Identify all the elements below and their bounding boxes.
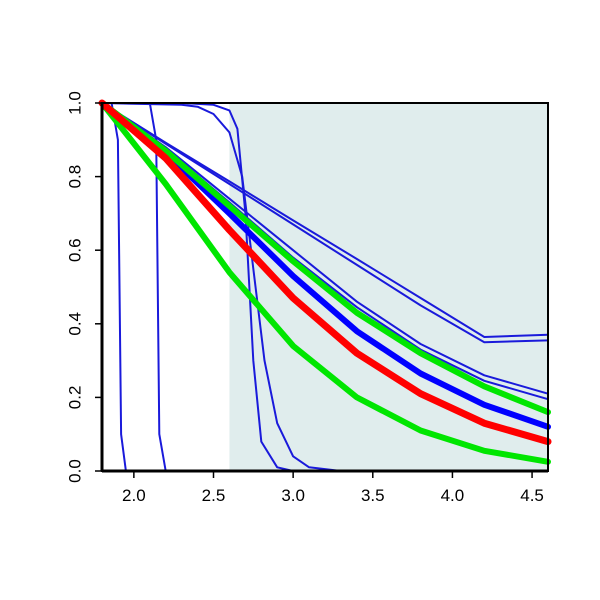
y-tick-label: 0.2: [65, 386, 84, 410]
x-tick-label: 4.0: [441, 486, 465, 505]
x-tick-label: 2.0: [122, 486, 146, 505]
x-tick-label: 2.5: [202, 486, 226, 505]
y-tick-label: 0.4: [65, 312, 84, 336]
y-tick-label: 0.6: [65, 238, 84, 262]
y-tick-label: 0.0: [65, 459, 84, 483]
y-tick-label: 0.8: [65, 165, 84, 189]
x-tick-label: 4.5: [520, 486, 544, 505]
x-tick-label: 3.5: [361, 486, 385, 505]
y-tick-label: 1.0: [65, 91, 84, 115]
x-tick-label: 3.0: [281, 486, 305, 505]
